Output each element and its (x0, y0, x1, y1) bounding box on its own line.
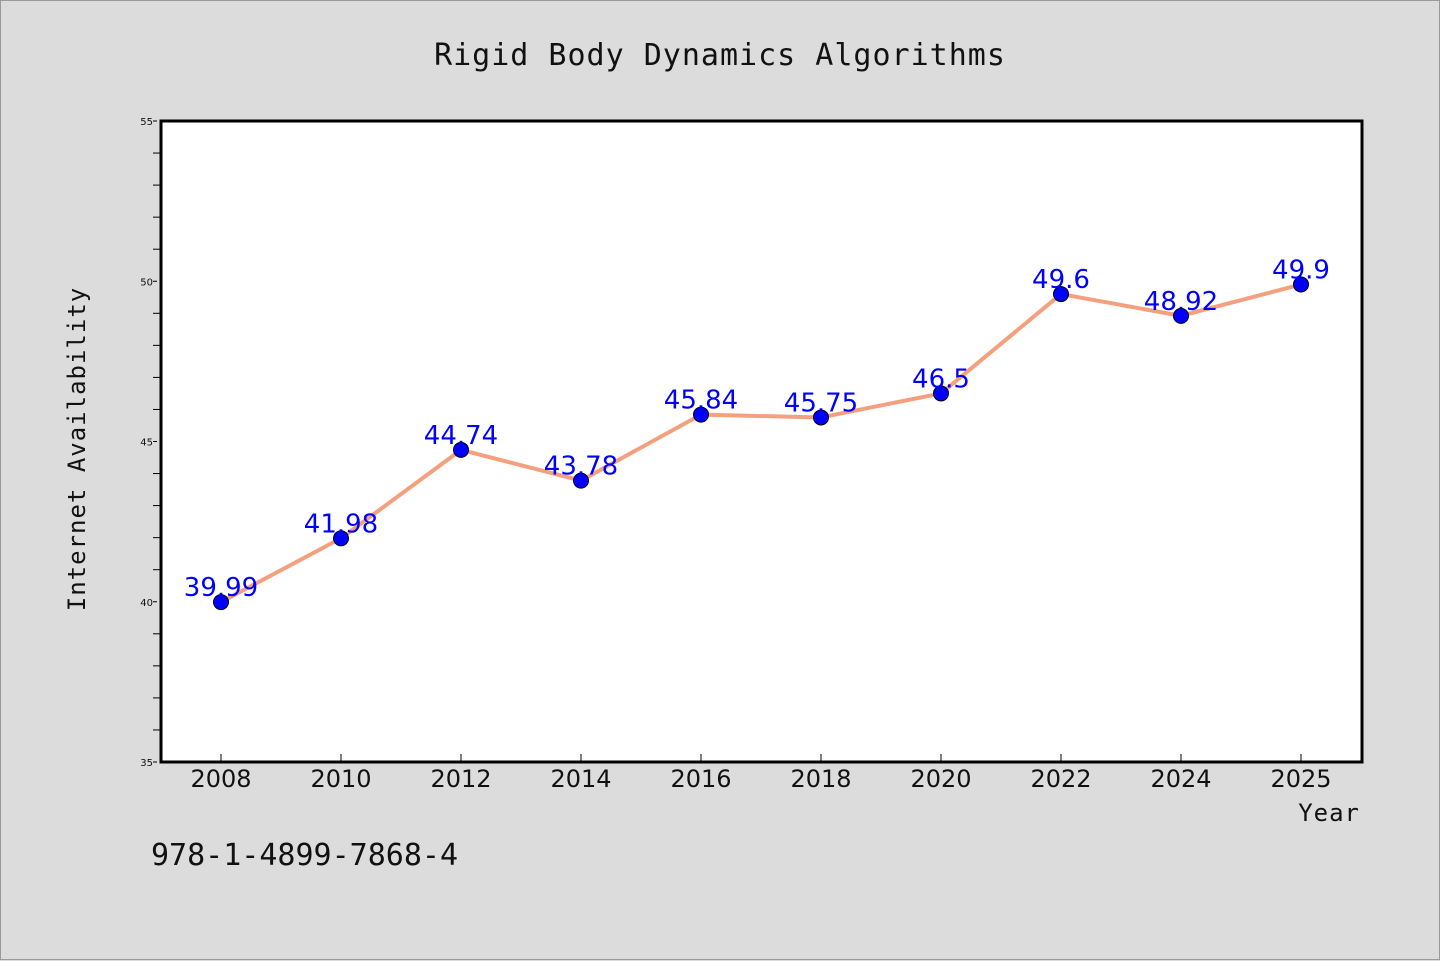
data-point-marker (333, 530, 349, 547)
data-point-marker (213, 594, 229, 611)
data-label: 41.98 (304, 509, 378, 539)
data-label: 39.99 (184, 573, 258, 603)
marker-group (213, 276, 1309, 611)
y-axis: 35 40 45 50 55 (140, 117, 161, 769)
data-label: 49.6 (1032, 265, 1090, 295)
data-point-marker (1173, 307, 1189, 324)
data-label: 44.74 (424, 421, 498, 451)
data-point-marker (453, 441, 469, 458)
x-tick-label: 2025 (1270, 765, 1331, 793)
y-tick-label: 40 (140, 598, 153, 609)
data-point-marker (693, 406, 709, 423)
x-axis-label: Year (1298, 799, 1360, 827)
x-tick-label: 2020 (910, 765, 971, 793)
data-point-marker (1053, 286, 1069, 303)
data-label: 46.5 (912, 364, 970, 394)
x-tick-label: 2022 (1030, 765, 1091, 793)
plot-area (159, 119, 1364, 764)
data-label: 45.84 (664, 386, 738, 416)
y-tick-label: 35 (140, 758, 153, 769)
data-point-marker (813, 409, 829, 426)
x-tick-label: 2024 (1150, 765, 1211, 793)
x-axis: 2008 2010 2012 2014 2016 2018 2020 2022 2024 2025 (190, 754, 1332, 793)
data-label: 49.9 (1272, 255, 1330, 285)
x-tick-label: 2012 (430, 765, 491, 793)
x-tick-label: 2014 (550, 765, 611, 793)
data-label: 45.75 (784, 388, 858, 418)
data-point-marker (1293, 276, 1309, 293)
x-tick-label: 2010 (310, 765, 371, 793)
y-tick-label: 50 (140, 277, 153, 288)
data-label-group: 39.99 41.98 44.74 43.78 45.84 45.75 46.5 49.6 48… (184, 255, 1330, 603)
series-line (220, 282, 1302, 604)
data-label: 48.92 (1144, 287, 1218, 317)
data-point-marker (573, 472, 589, 489)
y-tick-label: 45 (140, 438, 153, 449)
x-tick-label: 2008 (190, 765, 251, 793)
data-point-marker (933, 385, 949, 402)
y-axis-label: Internet Availability (63, 287, 91, 611)
isbn-text: 978-1-4899-7868-4 (151, 838, 458, 873)
x-tick-label: 2018 (790, 765, 851, 793)
x-tick-label: 2016 (670, 765, 731, 793)
y-tick-label: 55 (140, 117, 153, 128)
series-line-group (220, 282, 1302, 604)
data-label: 43.78 (544, 452, 618, 482)
chart-title: Rigid Body Dynamics Algorithms (434, 38, 1006, 73)
